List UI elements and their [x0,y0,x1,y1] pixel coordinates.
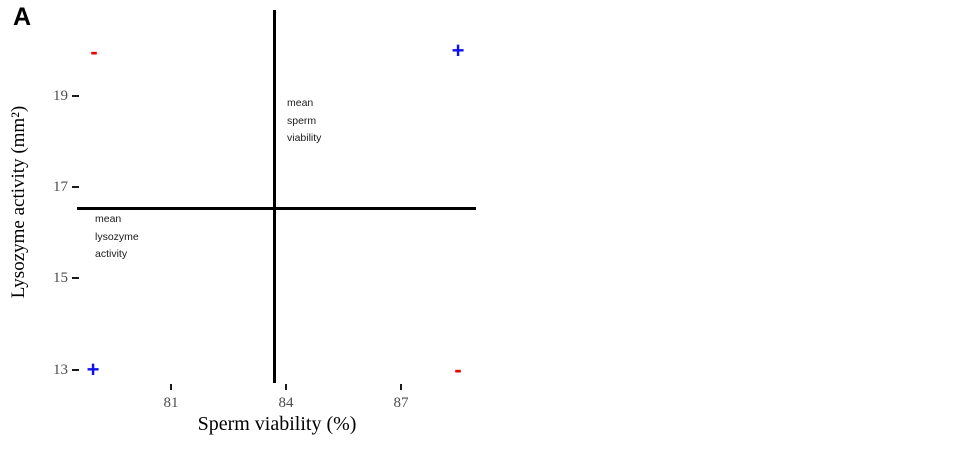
mean-sperm-viability-annotation: mean sperm viability [287,97,322,144]
y-tick-mark [72,186,79,188]
y-tick-label: 15 [53,270,68,286]
y-tick-mark [72,369,79,371]
quadrant-sign-positive-bottom-left: + [86,357,100,382]
x-tick-label: 87 [393,395,409,411]
y-tick-label: 17 [53,179,68,195]
mean-sperm-viability-line [273,10,276,383]
mean-lysozyme-activity-annotation: mean lysozyme activity [95,213,139,260]
x-tick-label: 81 [163,395,179,411]
y-tick-mark [72,277,79,279]
y-tick-label: 13 [53,362,68,378]
y-axis-title: Lysozyme activity (mm²) [8,105,29,299]
x-tick-mark [170,384,172,390]
x-axis-title: Sperm viability (%) [197,413,357,435]
x-tick-mark [285,384,287,390]
y-tick-mark [72,95,79,97]
panel-label: A [13,3,32,31]
quadrant-sign-positive-top-right: + [451,38,465,63]
y-tick-label: 19 [53,88,68,104]
x-tick-label: 84 [278,395,294,411]
quadrant-sign-negative-top-left: - [90,39,98,64]
x-tick-mark [400,384,402,390]
mean-lysozyme-activity-line [77,207,476,210]
quadrant-sign-negative-bottom-right: - [454,357,462,382]
